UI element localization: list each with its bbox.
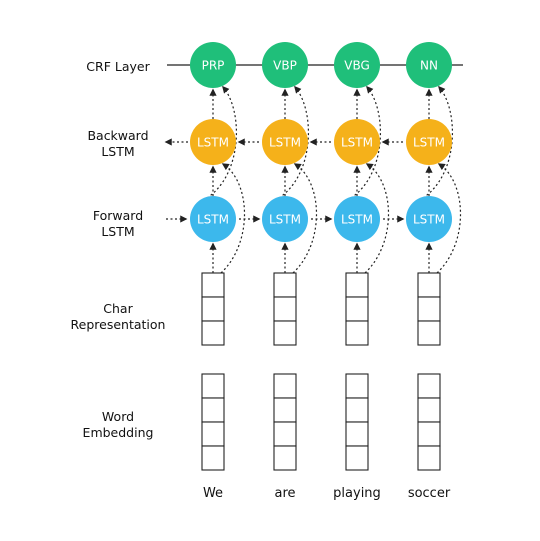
word-embedding-cell-3-2 bbox=[345, 397, 369, 423]
char-representation-label-line1: Char bbox=[103, 301, 133, 316]
backward-lstm-label-line2: LSTM bbox=[101, 144, 134, 159]
forward-lstm-text-2: LSTM bbox=[269, 213, 301, 227]
backward-lstm-text-1: LSTM bbox=[197, 136, 229, 150]
curve-char-to-backward-1 bbox=[220, 163, 246, 274]
forward-lstm-text-4: LSTM bbox=[413, 213, 445, 227]
backward-lstm-node-2-circle bbox=[262, 119, 308, 165]
backward-lstm-text-2: LSTM bbox=[269, 136, 301, 150]
crf-tag-text-2: VBP bbox=[273, 59, 297, 73]
backward-lstm-node-1-circle bbox=[190, 119, 236, 165]
word-label-2: are bbox=[274, 486, 295, 501]
crf-tag-node-4: NN bbox=[406, 42, 452, 88]
char-cell-1-1 bbox=[201, 272, 225, 298]
forward-lstm-text-1: LSTM bbox=[197, 213, 229, 227]
forward-lstm-node-3: LSTM bbox=[334, 196, 380, 242]
word-embedding-cell-4-1 bbox=[417, 373, 441, 399]
word-embedding-label-line1: Word bbox=[102, 409, 134, 424]
forward-lstm-node-2-circle bbox=[262, 196, 308, 242]
column-4 bbox=[417, 85, 462, 471]
curve-char-to-backward-4 bbox=[436, 163, 462, 274]
crf-tag-node-2: VBP bbox=[262, 42, 308, 88]
char-cell-4-3 bbox=[417, 320, 441, 346]
word-embedding-cell-1-3 bbox=[201, 421, 225, 447]
backward-lstm-node-3: LSTM bbox=[334, 119, 380, 165]
crf-tag-node-4-circle bbox=[406, 42, 452, 88]
crf-tag-text-4: NN bbox=[420, 59, 438, 73]
column-1 bbox=[201, 85, 246, 471]
forward-lstm-node-4-circle bbox=[406, 196, 452, 242]
word-embedding-cell-2-1 bbox=[273, 373, 297, 399]
word-embedding-cell-3-4 bbox=[345, 445, 369, 471]
crf-tag-node-1: PRP bbox=[190, 42, 236, 88]
curve-forward-to-crf-3 bbox=[350, 85, 382, 199]
backward-lstm-label-line1: Backward bbox=[87, 128, 148, 143]
backward-lstm-node-4-circle bbox=[406, 119, 452, 165]
word-label-3: playing bbox=[333, 486, 381, 501]
crf-tag-node-2-circle bbox=[262, 42, 308, 88]
char-representation-label-line2: Representation bbox=[71, 317, 166, 332]
word-embedding-cell-2-2 bbox=[273, 397, 297, 423]
forward-lstm-node-1-circle bbox=[190, 196, 236, 242]
backward-lstm-text-3: LSTM bbox=[341, 136, 373, 150]
forward-lstm-label-line1: Forward bbox=[93, 208, 143, 223]
forward-lstm-text-3: LSTM bbox=[341, 213, 373, 227]
crf-tag-node-3: VBG bbox=[334, 42, 380, 88]
column-3 bbox=[345, 85, 390, 471]
word-embedding-cell-4-4 bbox=[417, 445, 441, 471]
char-cell-3-2 bbox=[345, 296, 369, 322]
word-embedding-label-line2: Embedding bbox=[83, 425, 154, 440]
char-cell-4-2 bbox=[417, 296, 441, 322]
backward-lstm-text-4: LSTM bbox=[413, 136, 445, 150]
curve-forward-to-crf-1 bbox=[206, 85, 238, 199]
curve-forward-to-crf-2 bbox=[278, 85, 310, 199]
curve-forward-to-crf-4 bbox=[422, 85, 454, 199]
word-embedding-cell-3-3 bbox=[345, 421, 369, 447]
crf-tag-node-3-circle bbox=[334, 42, 380, 88]
word-embedding-cell-4-2 bbox=[417, 397, 441, 423]
word-embedding-cell-2-4 bbox=[273, 445, 297, 471]
forward-lstm-node-4: LSTM bbox=[406, 196, 452, 242]
char-cell-2-1 bbox=[273, 272, 297, 298]
forward-lstm-node-2: LSTM bbox=[262, 196, 308, 242]
crf-layer-label: CRF Layer bbox=[86, 59, 150, 74]
word-label-4: soccer bbox=[408, 486, 451, 501]
word-label-1: We bbox=[203, 486, 223, 501]
backward-lstm-node-2: LSTM bbox=[262, 119, 308, 165]
char-cell-1-3 bbox=[201, 320, 225, 346]
forward-lstm-label-line2: LSTM bbox=[101, 224, 134, 239]
word-embedding-cell-1-1 bbox=[201, 373, 225, 399]
word-embedding-cell-4-3 bbox=[417, 421, 441, 447]
curve-char-to-backward-2 bbox=[292, 163, 318, 274]
forward-lstm-node-1: LSTM bbox=[190, 196, 236, 242]
backward-lstm-node-4: LSTM bbox=[406, 119, 452, 165]
curve-char-to-backward-3 bbox=[364, 163, 390, 274]
char-cell-4-1 bbox=[417, 272, 441, 298]
crf-tag-text-3: VBG bbox=[344, 59, 370, 73]
word-embedding-cell-1-2 bbox=[201, 397, 225, 423]
char-cell-3-1 bbox=[345, 272, 369, 298]
word-embedding-cell-3-1 bbox=[345, 373, 369, 399]
forward-lstm-node-3-circle bbox=[334, 196, 380, 242]
word-embedding-cell-2-3 bbox=[273, 421, 297, 447]
char-cell-2-3 bbox=[273, 320, 297, 346]
backward-lstm-node-1: LSTM bbox=[190, 119, 236, 165]
crf-tag-text-1: PRP bbox=[202, 59, 225, 73]
backward-lstm-node-3-circle bbox=[334, 119, 380, 165]
char-cell-3-3 bbox=[345, 320, 369, 346]
crf-tag-node-1-circle bbox=[190, 42, 236, 88]
char-cell-1-2 bbox=[201, 296, 225, 322]
word-embedding-cell-1-4 bbox=[201, 445, 225, 471]
char-cell-2-2 bbox=[273, 296, 297, 322]
column-2 bbox=[273, 85, 318, 471]
